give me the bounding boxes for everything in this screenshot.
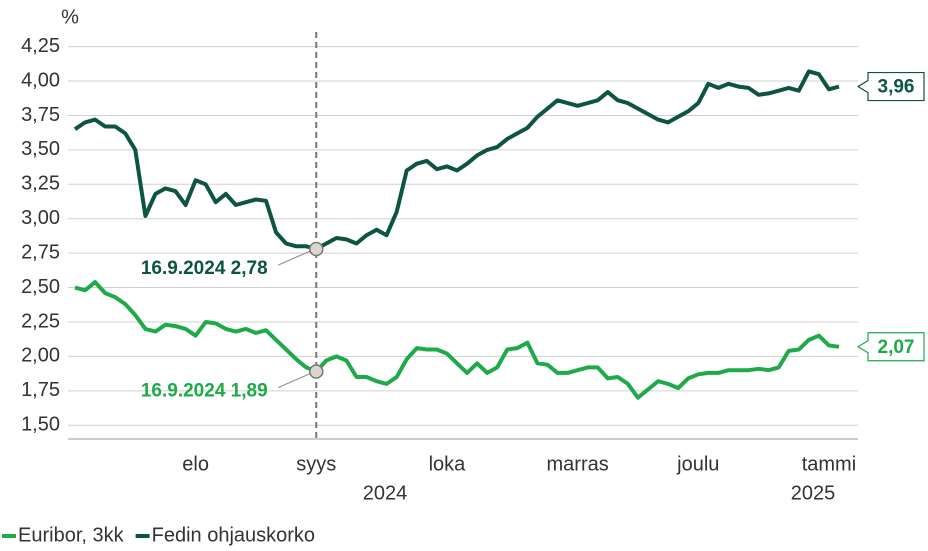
end-label: 2,07 <box>878 337 915 358</box>
end-label: 3,96 <box>878 77 915 98</box>
point-marker <box>309 241 324 257</box>
y-tick-label: 3,75 <box>21 104 60 126</box>
y-axis-label: % <box>61 6 79 28</box>
y-tick-label: 2,25 <box>21 310 60 332</box>
leader-line <box>278 372 311 389</box>
leader-line <box>278 250 311 266</box>
series-line <box>74 280 840 400</box>
x-tick-label: elo <box>182 453 209 475</box>
y-tick-label: 2,75 <box>21 241 60 263</box>
y-tick-label: 3,50 <box>21 138 60 160</box>
year-label: 2025 <box>791 482 836 504</box>
y-tick-label: 1,50 <box>21 414 60 436</box>
x-tick-label: loka <box>429 453 467 475</box>
series-line <box>73 69 840 251</box>
point-label: 16.9.2024 2,78 <box>141 258 268 279</box>
x-tick-label: tammi <box>802 453 856 475</box>
point-label: 16.9.2024 1,89 <box>141 381 268 402</box>
year-label: 2024 <box>363 482 408 504</box>
y-tick-label: 1,75 <box>21 379 60 401</box>
x-tick-label: syys <box>296 453 336 475</box>
point-marker <box>309 364 324 379</box>
legend-label: Fedin ohjauskorko <box>152 524 315 546</box>
y-tick-label: 4,25 <box>21 35 60 57</box>
y-tick-label: 3,00 <box>21 207 60 229</box>
callout-box <box>856 71 925 102</box>
y-tick-label: 4,00 <box>21 69 60 91</box>
x-tick-label: joulu <box>676 453 719 475</box>
y-tick-label: 2,00 <box>21 345 60 367</box>
y-tick-label: 3,25 <box>21 173 60 195</box>
x-tick-label: marras <box>547 453 609 475</box>
y-tick-label: 2,50 <box>21 276 60 298</box>
callout-box <box>856 332 925 362</box>
legend-label: Euribor, 3kk <box>18 524 125 546</box>
